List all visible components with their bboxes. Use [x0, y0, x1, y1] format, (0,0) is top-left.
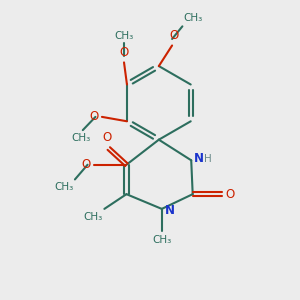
Text: CH₃: CH₃	[54, 182, 74, 192]
Text: O: O	[169, 29, 178, 42]
Text: O: O	[81, 158, 91, 171]
Text: CH₃: CH₃	[184, 14, 203, 23]
Text: N: N	[165, 204, 175, 217]
Text: CH₃: CH₃	[152, 235, 171, 244]
Text: O: O	[89, 110, 98, 123]
Text: CH₃: CH₃	[84, 212, 103, 222]
Text: N: N	[194, 152, 204, 165]
Text: O: O	[226, 188, 235, 201]
Text: CH₃: CH₃	[72, 133, 91, 143]
Text: H: H	[204, 154, 211, 164]
Text: O: O	[119, 46, 129, 59]
Text: CH₃: CH₃	[114, 31, 134, 41]
Text: O: O	[103, 131, 112, 144]
